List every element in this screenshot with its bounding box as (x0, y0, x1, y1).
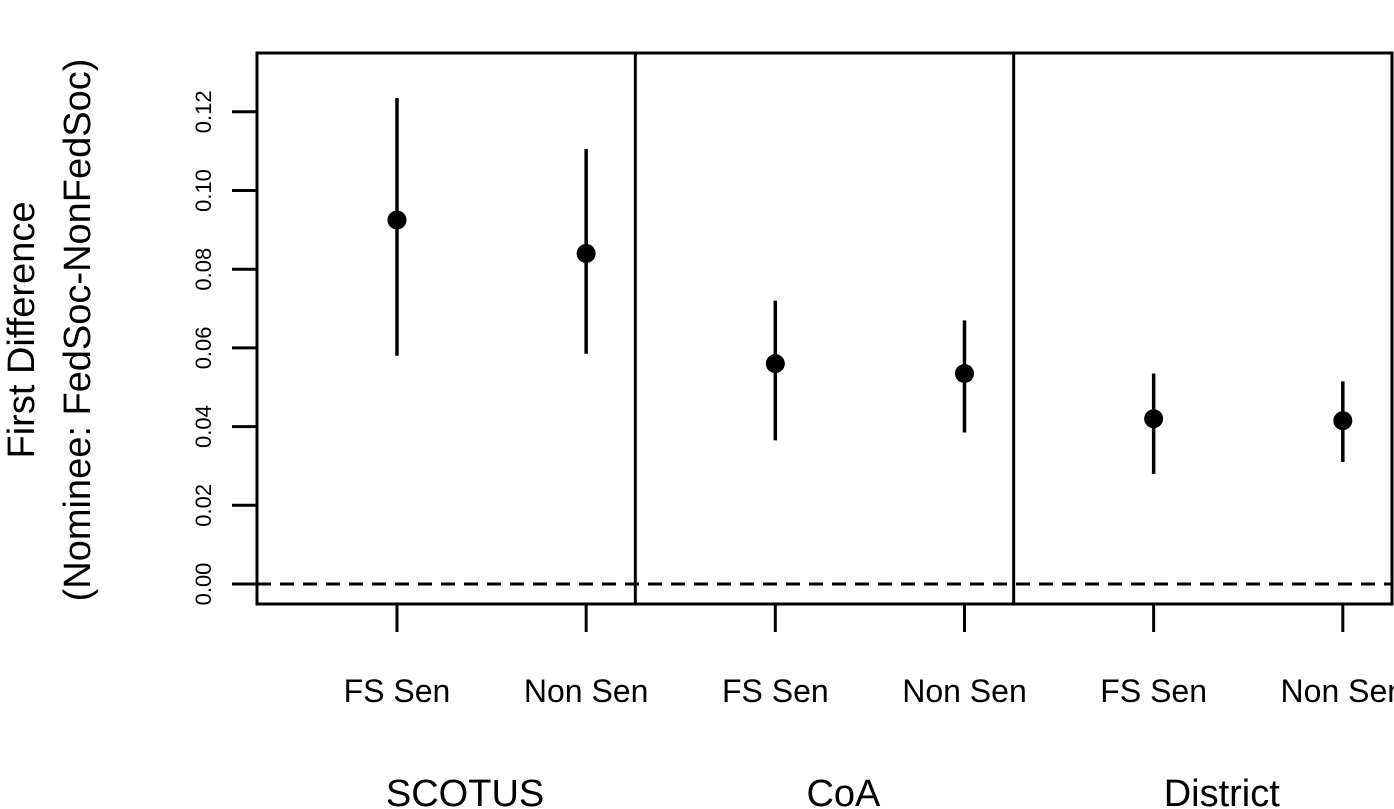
x-category-label: Non Sen (902, 673, 1027, 709)
y-tick-label: 0.12 (191, 90, 216, 133)
y-tick-label: 0.04 (191, 405, 216, 448)
point-estimate (576, 243, 596, 263)
y-axis-title: First Difference (Nominee: FedSoc-NonFed… (1, 59, 99, 602)
point-estimate (387, 210, 407, 230)
panel-layer (255, 51, 1394, 606)
y-tick-label: 0.08 (191, 248, 216, 291)
y-tick-label: 0.02 (191, 484, 216, 527)
marks-layer (387, 98, 1353, 474)
x-category-label: FS Sen (344, 673, 451, 709)
x-axis: FS Sen Non Sen SCOTUS FS Sen Non Sen CoA FS Se… (344, 604, 1394, 809)
y-axis: 0.00 0.02 0.04 0.06 0.08 0.10 0.12 (191, 90, 257, 605)
y-tick-label: 0.00 (191, 563, 216, 606)
point-estimate (1333, 411, 1353, 431)
group-label: SCOTUS (386, 773, 544, 809)
x-category-label: Non Sen (524, 673, 649, 709)
y-tick-label: 0.06 (191, 326, 216, 369)
y-axis-label-line1: First Difference (1, 202, 43, 459)
x-category-label: FS Sen (722, 673, 829, 709)
plot-frame (255, 51, 1394, 606)
point-estimate (1144, 409, 1164, 429)
group-label: District (1164, 773, 1281, 809)
point-estimate (954, 363, 974, 383)
y-tick-label: 0.10 (191, 169, 216, 212)
x-category-label: Non Sen (1281, 673, 1394, 709)
point-estimate (765, 354, 785, 374)
y-axis-label-line2: (Nominee: FedSoc-NonFedSoc) (57, 59, 99, 602)
group-label: CoA (806, 773, 881, 809)
x-category-label: FS Sen (1100, 673, 1207, 709)
